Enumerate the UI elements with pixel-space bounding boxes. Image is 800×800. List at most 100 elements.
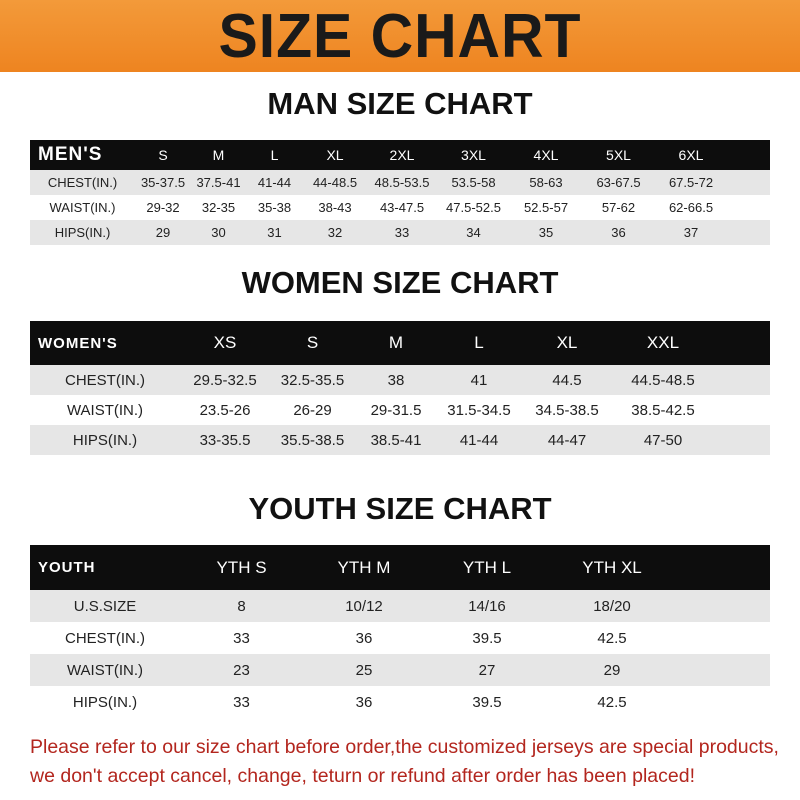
notice-line: Please refer to our size chart before or… <box>30 736 779 758</box>
table-cell: 10/12 <box>345 597 383 615</box>
table-row: U.S.SIZE 8 10/12 14/16 18/20 <box>30 590 770 622</box>
header-row: WOMEN'S XS S M L XL XXL <box>30 321 770 365</box>
table-cell: 42.5 <box>597 693 627 711</box>
table-row: CHEST(IN.) 35-37.5 37.5-41 41-44 44-48.5 48.5… <box>30 170 770 195</box>
women-section-title: WOMEN SIZE CHART <box>241 265 559 300</box>
row-label: CHEST(IN.) <box>65 629 145 647</box>
table-cell: 53.5-58 <box>451 175 496 190</box>
table-title-cell: MEN'S <box>38 144 103 165</box>
size-header-cell: 6XL <box>678 147 704 163</box>
women-size-table: WOMEN'S XS S M L XL XXL CHEST(IN.) 29.5-32.5 32.5… <box>30 321 770 455</box>
size-header-cell: M <box>388 333 404 352</box>
table-cell: 67.5-72 <box>668 175 714 190</box>
order-notice: Please refer to our size chart before or… <box>30 733 790 791</box>
row-label: CHEST(IN.) <box>47 175 118 190</box>
size-header-cell: S <box>158 147 168 163</box>
table-cell: 38.5-42.5 <box>631 401 695 419</box>
table-cell: 39.5 <box>472 693 502 711</box>
men-section-title: MAN SIZE CHART <box>267 86 533 121</box>
table-cell: 32 <box>327 225 343 240</box>
table-row: HIPS(IN.) 29 30 31 32 33 34 35 36 37 <box>30 220 770 245</box>
table-cell: 44-48.5 <box>312 175 358 190</box>
size-header-cell: L <box>270 147 279 163</box>
table-cell: 57-62 <box>601 200 636 215</box>
table-cell: 37.5-41 <box>196 175 241 190</box>
table-cell: 35-37.5 <box>140 175 186 190</box>
table-cell: 52.5-57 <box>523 200 569 215</box>
header-row: YOUTH YTH S YTH M YTH L YTH XL <box>30 545 770 590</box>
size-header-cell: YTH XL <box>582 557 642 577</box>
size-header-cell: XL <box>326 147 344 163</box>
table-cell: 38.5-41 <box>370 431 422 449</box>
table-cell: 14/16 <box>468 597 506 615</box>
table-cell: 33 <box>233 693 250 711</box>
table-cell: 33 <box>233 629 250 647</box>
size-header-cell: S <box>306 333 319 352</box>
size-header-cell: 3XL <box>461 147 486 163</box>
table-cell: 63-67.5 <box>596 175 641 190</box>
table-cell: 35 <box>538 225 554 240</box>
table-cell: 44.5 <box>552 371 582 389</box>
size-header-cell: XL <box>556 333 578 352</box>
table-cell: 34.5-38.5 <box>535 401 599 419</box>
table-row: WAIST(IN.) 29-32 32-35 35-38 38-43 43-47.5 47.… <box>30 195 770 220</box>
table-cell: 39.5 <box>472 629 502 647</box>
table-row: CHEST(IN.) 29.5-32.5 32.5-35.5 38 41 44.5 44.5… <box>30 365 770 395</box>
table-cell: 35-38 <box>257 200 292 215</box>
size-header-cell: XXL <box>646 333 680 352</box>
table-cell: 18/20 <box>593 597 631 615</box>
table-cell: 37 <box>683 225 699 240</box>
table-cell: 36 <box>355 629 373 647</box>
table-cell: 41-44 <box>257 175 292 190</box>
size-header-cell: XS <box>213 333 237 352</box>
table-cell: 29 <box>603 661 621 679</box>
table-cell: 44-47 <box>547 431 587 449</box>
size-header-cell: YTH L <box>462 557 512 577</box>
table-cell: 8 <box>237 597 246 615</box>
page-title: SIZE CHART <box>218 1 582 71</box>
row-label: CHEST(IN.) <box>65 371 145 389</box>
table-cell: 58-63 <box>529 175 563 190</box>
size-header-cell: 5XL <box>606 147 631 163</box>
youth-section-title: YOUTH SIZE CHART <box>248 491 552 526</box>
table-cell: 35.5-38.5 <box>280 431 345 449</box>
table-row: HIPS(IN.) 33-35.5 35.5-38.5 38.5-41 41-44 44-… <box>30 425 770 455</box>
table-title-cell: WOMEN'S <box>38 334 118 352</box>
table-cell: 29-31.5 <box>370 401 422 419</box>
table-cell: 43-47.5 <box>379 200 425 215</box>
table-cell: 32.5-35.5 <box>280 371 345 389</box>
row-label: WAIST(IN.) <box>66 661 144 679</box>
table-cell: 23.5-26 <box>199 401 251 419</box>
table-cell: 62-66.5 <box>668 200 714 215</box>
table-row: CHEST(IN.) 33 36 39.5 42.5 <box>30 622 770 654</box>
header-row: MEN'S S M L XL 2XL 3XL 4XL 5XL 6XL <box>30 140 770 170</box>
size-header-cell: L <box>474 333 484 352</box>
table-cell: 47-50 <box>643 431 683 449</box>
table-cell: 41 <box>470 371 488 389</box>
table-cell: 33 <box>394 225 410 240</box>
table-cell: 29 <box>155 225 171 240</box>
table-cell: 23 <box>233 661 250 679</box>
table-cell: 34 <box>466 225 481 240</box>
table-cell: 30 <box>211 225 226 240</box>
table-cell: 36 <box>611 225 626 240</box>
table-title-cell: YOUTH <box>38 559 96 576</box>
table-cell: 38 <box>387 371 405 389</box>
table-cell: 32-35 <box>201 200 236 215</box>
notice-line: we don't accept cancel, change, teturn o… <box>30 765 695 787</box>
youth-size-table: YOUTH YTH S YTH M YTH L YTH XL U.S.SIZE 8 10/12… <box>30 545 770 718</box>
row-label: WAIST(IN.) <box>66 401 144 419</box>
table-cell: 25 <box>355 661 373 679</box>
title-banner: SIZE CHART <box>0 0 800 72</box>
row-label: HIPS(IN.) <box>54 225 111 240</box>
table-row: HIPS(IN.) 33 36 39.5 42.5 <box>30 686 770 718</box>
row-label: HIPS(IN.) <box>72 693 138 711</box>
row-label: U.S.SIZE <box>73 597 137 615</box>
size-header-cell: YTH S <box>216 557 267 577</box>
table-cell: 33-35.5 <box>199 431 251 449</box>
row-label: HIPS(IN.) <box>72 431 138 449</box>
table-row: WAIST(IN.) 23.5-26 26-29 29-31.5 31.5-34.5 34… <box>30 395 770 425</box>
size-header-cell: M <box>212 147 225 163</box>
size-header-cell: 4XL <box>533 147 559 163</box>
size-header-cell: 2XL <box>389 147 415 163</box>
